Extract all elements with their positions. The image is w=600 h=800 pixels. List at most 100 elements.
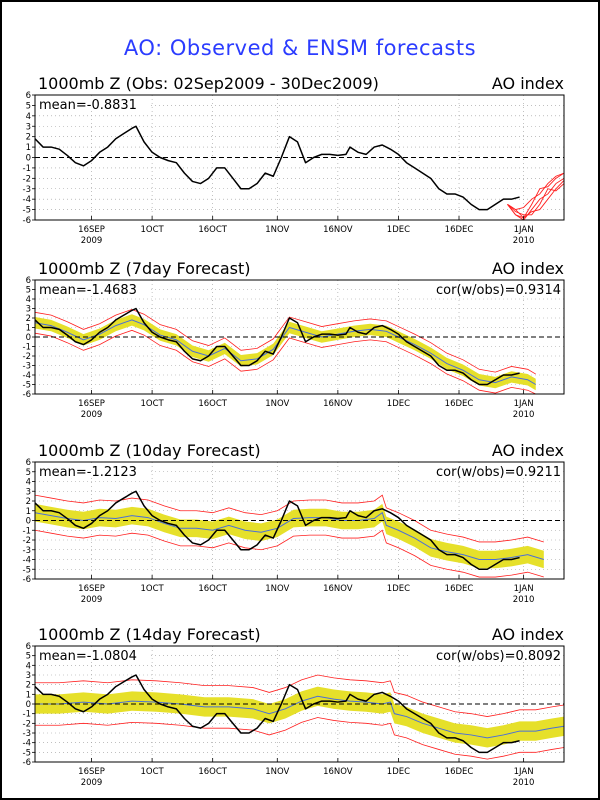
x-tick-year: 2010: [513, 236, 535, 246]
mean-label: mean=-1.0804: [39, 649, 137, 664]
y-tick-label: 5: [26, 652, 31, 662]
x-tick-label: 16NOV: [323, 399, 353, 409]
y-tick-label: -5: [23, 381, 31, 391]
y-tick-label: -2: [23, 352, 31, 362]
y-tick-label: 2: [26, 497, 31, 507]
correlation-label: cor(w/obs)=0.9314: [436, 283, 561, 298]
ensemble-min-line: [35, 717, 565, 760]
y-tick-label: -4: [23, 371, 31, 381]
x-tick-year: 2010: [513, 410, 535, 420]
y-tick-label: 2: [26, 681, 31, 691]
panel-14day-forecast: 1000mb Z (14day Forecast) AO index 6543210…: [23, 625, 565, 788]
forecast-mean-line: [34, 319, 536, 385]
panel-title: 1000mb Z (14day Forecast): [38, 625, 261, 644]
x-tick-label: 16DEC: [445, 225, 474, 235]
panel-title: 1000mb Z (Obs: 02Sep2009 - 30Dec2009): [38, 74, 379, 93]
y-tick-label: -6: [23, 216, 31, 226]
x-tick-label: 1NOV: [265, 225, 289, 235]
forecast-mean-line: [34, 511, 544, 560]
x-tick-label: 1DEC: [387, 225, 410, 235]
y-tick-label: 1: [26, 690, 31, 700]
x-tick-label: 1DEC: [387, 584, 410, 594]
x-tick-label: 16SEP: [78, 767, 105, 777]
x-tick-label: 16NOV: [323, 225, 353, 235]
x-tick-label: 1NOV: [265, 399, 289, 409]
y-tick-label: 1: [26, 324, 31, 334]
y-tick-label: 3: [26, 487, 31, 497]
x-tick-label: 16OCT: [198, 225, 227, 235]
cor-label-bg: [409, 282, 562, 296]
y-tick-label: 1: [26, 507, 31, 517]
cor-label-bg: [409, 464, 562, 478]
y-tick-label: -5: [23, 748, 31, 758]
x-tick-label: 16DEC: [445, 767, 474, 777]
y-tick-label: -1: [23, 710, 31, 720]
panel-right-label: AO index: [492, 74, 564, 93]
y-tick-label: -3: [23, 546, 31, 556]
chart-title: AO: Observed & ENSM forecasts: [123, 36, 477, 60]
ensemble-max-line: [35, 674, 565, 717]
y-tick-label: -6: [23, 758, 31, 768]
ensemble-min-line: [34, 329, 536, 395]
y-tick-label: -3: [23, 185, 31, 195]
ensemble-spread-band: [35, 503, 544, 569]
correlation-label: cor(w/obs)=0.9211: [436, 465, 561, 480]
x-tick-label: 16NOV: [323, 767, 353, 777]
y-tick-label: -6: [23, 390, 31, 400]
y-tick-label: 3: [26, 671, 31, 681]
y-tick-label: -4: [23, 195, 31, 205]
y-tick-label: 4: [26, 478, 31, 488]
y-tick-label: 2: [26, 133, 31, 143]
y-tick-label: -3: [23, 362, 31, 372]
y-tick-label: 4: [26, 295, 31, 305]
x-tick-label: 16OCT: [198, 767, 227, 777]
x-tick-label: 16SEP: [78, 399, 105, 409]
x-tick-label: 16NOV: [323, 584, 353, 594]
mean-label-bg: [37, 648, 149, 662]
y-tick-label: 3: [26, 122, 31, 132]
mean-label-bg: [37, 282, 149, 296]
y-tick-label: 0: [26, 517, 31, 527]
mean-label: mean=-1.2123: [39, 465, 137, 480]
panel-right-label: AO index: [492, 625, 564, 644]
y-tick-label: -2: [23, 174, 31, 184]
y-tick-label: 1: [26, 143, 31, 153]
x-tick-label: 16OCT: [198, 399, 227, 409]
y-tick-label: 6: [26, 458, 31, 468]
cor-label-bg: [409, 648, 562, 662]
x-tick-label: 1DEC: [387, 399, 410, 409]
y-tick-label: -1: [23, 164, 31, 174]
ensemble-spread-band: [35, 686, 564, 748]
x-tick-year: 2009: [81, 410, 103, 420]
x-tick-label: 16DEC: [445, 584, 474, 594]
y-tick-label: 6: [26, 276, 31, 286]
observed-line: [34, 125, 520, 211]
ensemble-member-line: [507, 172, 565, 219]
x-tick-year: 2010: [513, 778, 535, 788]
panel-10day-forecast: 1000mb Z (10day Forecast) AO index 6543210…: [23, 441, 565, 605]
observed-line: [34, 307, 520, 386]
panel-title: 1000mb Z (10day Forecast): [38, 441, 261, 460]
y-tick-label: 2: [26, 314, 31, 324]
x-tick-year: 2009: [81, 595, 103, 605]
x-tick-label: 1OCT: [140, 584, 164, 594]
mean-label-bg: [37, 97, 149, 111]
y-tick-label: 4: [26, 661, 31, 671]
y-tick-label: -1: [23, 343, 31, 353]
x-tick-label: 1DEC: [387, 767, 410, 777]
ensemble-spread-band: [35, 314, 536, 391]
x-tick-year: 2010: [513, 595, 535, 605]
y-tick-label: -2: [23, 536, 31, 546]
observed-line: [34, 490, 520, 570]
y-tick-label: 0: [26, 333, 31, 343]
y-tick-label: -4: [23, 739, 31, 749]
correlation-label: cor(w/obs)=0.8092: [436, 649, 561, 664]
mean-label-bg: [37, 464, 149, 478]
x-tick-label: 1JAN: [514, 584, 534, 594]
y-tick-label: 0: [26, 700, 31, 710]
ensemble-max-line: [34, 309, 536, 375]
observed-line: [34, 674, 520, 754]
y-tick-label: 3: [26, 305, 31, 315]
x-tick-label: 1OCT: [140, 767, 164, 777]
